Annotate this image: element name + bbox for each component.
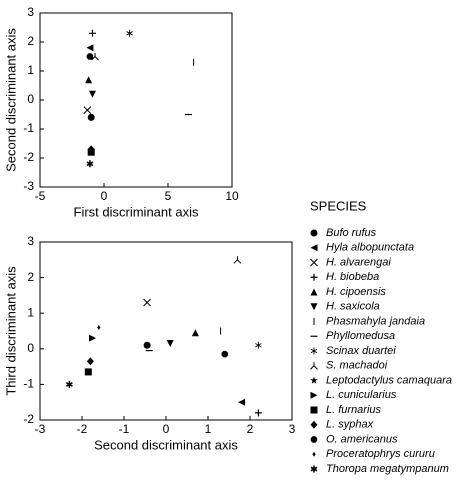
legend-marker <box>310 347 318 355</box>
legend-marker <box>310 303 318 311</box>
y-axis-label: Third discriminant axis <box>3 266 18 396</box>
plot-frame <box>39 241 293 421</box>
data-point <box>84 368 92 376</box>
y-tick-label: 1 <box>27 63 34 77</box>
data-point <box>254 409 262 417</box>
legend-label: Leptodactylus camaquara <box>326 374 452 386</box>
x-tick-label: 10 <box>225 189 239 203</box>
y-tick-label: 2 <box>27 270 34 284</box>
data-point <box>238 398 246 406</box>
data-point <box>89 334 96 342</box>
legend-marker <box>310 244 318 252</box>
legend-label: Bufo rufus <box>326 227 377 239</box>
data-point <box>191 329 199 337</box>
data-point <box>86 44 94 52</box>
y-tick-label: 3 <box>27 234 34 248</box>
legend-label: L. syphax <box>326 419 374 431</box>
data-point <box>65 380 73 388</box>
legend-label: Phyllomedusa <box>326 330 395 342</box>
legend-label: Thoropa megatympanum <box>326 463 449 475</box>
legend-label: L. furnarius <box>326 404 382 416</box>
legend-marker <box>310 376 318 384</box>
legend-marker <box>310 258 318 267</box>
legend-marker <box>310 391 318 399</box>
data-point <box>88 90 96 98</box>
legend-marker <box>310 436 318 443</box>
data-point <box>126 29 133 37</box>
legend-label: Phasmahyla jandaia <box>326 315 425 327</box>
legend-marker <box>310 420 318 429</box>
data-point <box>166 339 174 347</box>
x-tick-label: -1 <box>119 422 130 436</box>
data-point <box>86 357 94 366</box>
y-tick-label: -2 <box>23 412 34 426</box>
x-tick-label: 3 <box>289 422 296 436</box>
data-point <box>86 160 94 168</box>
plot-frame <box>39 12 233 188</box>
data-point <box>221 350 229 358</box>
data-point <box>255 341 262 349</box>
x-tick-label: -5 <box>35 189 46 203</box>
legend-label: Hyla albopunctata <box>326 242 414 254</box>
legend-label: H. saxicola <box>326 301 380 313</box>
y-tick-label: -3 <box>23 179 34 193</box>
x-tick-label: -2 <box>77 422 88 436</box>
legend-marker <box>310 362 318 370</box>
legend-label: H. alvarengai <box>326 256 391 268</box>
data-point <box>88 29 96 37</box>
legend-label: H. biobeba <box>326 271 379 283</box>
x-tick-label: 5 <box>165 189 172 203</box>
y-tick-label: -1 <box>23 121 34 135</box>
data-point <box>86 53 94 60</box>
y-tick-label: 0 <box>27 341 34 355</box>
y-tick-label: -2 <box>23 150 34 164</box>
legend-marker <box>312 451 316 457</box>
y-tick-label: 0 <box>27 92 34 106</box>
y-tick-label: -1 <box>23 377 34 391</box>
legend-label: L. cunicularius <box>326 389 397 401</box>
x-axis-label: Second discriminant axis <box>94 437 238 452</box>
x-axis-label: First discriminant axis <box>74 204 199 219</box>
legend-label: H. cipoensis <box>326 286 386 298</box>
legend-label: Proceratophrys cururu <box>326 448 435 460</box>
data-point <box>97 324 101 330</box>
data-point <box>143 298 151 307</box>
y-tick-label: 1 <box>27 305 34 319</box>
data-point <box>233 256 242 264</box>
x-tick-label: 2 <box>247 422 254 436</box>
legend-label: S. machadoi <box>326 360 388 372</box>
legend-marker <box>310 288 318 296</box>
legend-title: SPECIES <box>310 198 367 213</box>
legend-label: O. americanus <box>326 433 398 445</box>
x-tick-label: 0 <box>163 422 170 436</box>
data-point <box>87 113 95 121</box>
x-tick-label: 0 <box>101 189 108 203</box>
y-tick-label: 3 <box>27 5 34 19</box>
data-point <box>85 76 93 84</box>
legend-marker <box>310 229 318 237</box>
data-point <box>83 106 92 115</box>
legend-marker <box>310 465 318 473</box>
y-axis-label: Second discriminant axis <box>3 28 18 172</box>
data-point <box>143 341 151 349</box>
data-point <box>87 145 95 154</box>
legend-marker <box>310 406 318 414</box>
x-tick-label: -3 <box>35 422 46 436</box>
legend-marker <box>310 273 318 281</box>
legend-label: Scinax duartei <box>326 345 396 357</box>
y-tick-label: 2 <box>27 34 34 48</box>
data-point <box>91 53 99 61</box>
x-tick-label: 1 <box>205 422 212 436</box>
